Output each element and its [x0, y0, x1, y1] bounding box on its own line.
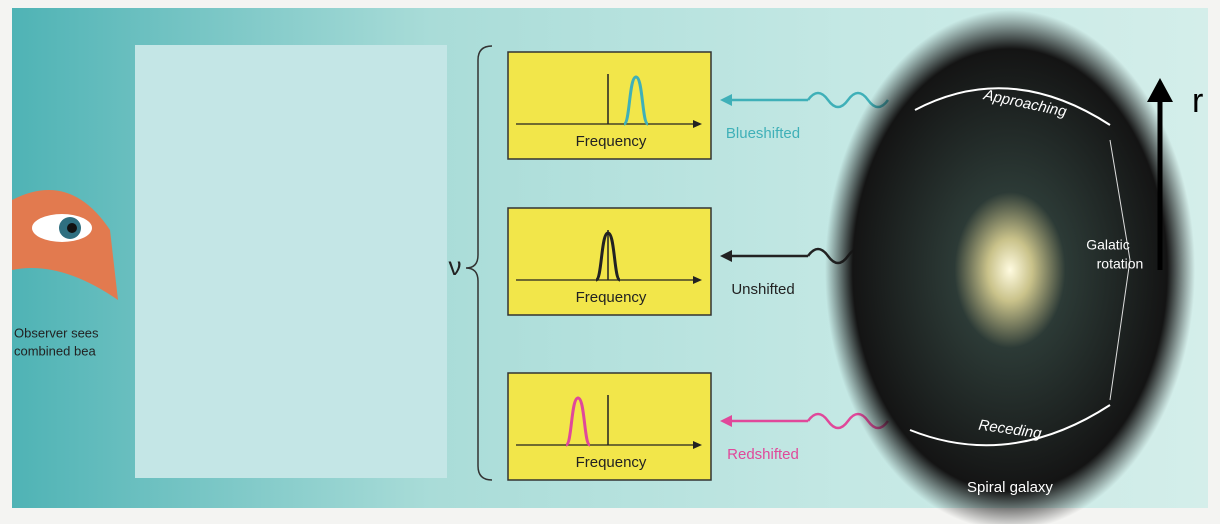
wave-label: Redshifted [727, 446, 799, 463]
mask-box [135, 45, 447, 478]
r-label: r [1192, 82, 1203, 120]
rotation-label: rotation [1097, 256, 1144, 272]
galaxy-caption: Spiral galaxy [967, 479, 1053, 496]
wave-label: Blueshifted [726, 125, 800, 142]
axis-label: Frequency [576, 133, 647, 150]
figure: Observer sees combined bea ν Frequency Bl… [0, 0, 1220, 524]
rotation-label: Galatic [1086, 237, 1130, 253]
axis-label: Frequency [576, 289, 647, 306]
observer-text: combined bea [14, 343, 96, 358]
wave-label: Unshifted [731, 281, 794, 298]
observer-text: Observer sees [14, 325, 99, 340]
nu-label: ν [449, 251, 462, 281]
axis-label: Frequency [576, 454, 647, 471]
